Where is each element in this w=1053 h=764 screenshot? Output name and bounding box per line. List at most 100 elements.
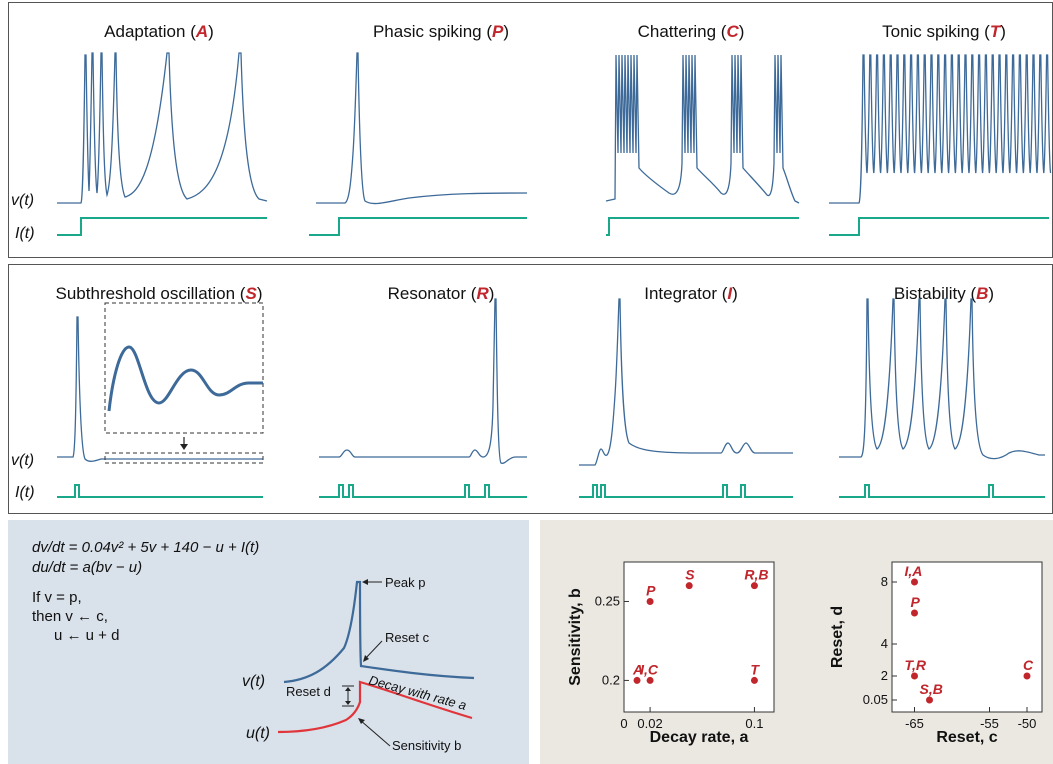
i-label-mid: I(t)	[15, 484, 35, 501]
equations-panel: dv/dt = 0.04v² + 5v + 140 − u + I(t) du/…	[8, 520, 529, 764]
plot-cd-ytick-1: 2	[881, 668, 888, 683]
reset-c-arrow-head	[363, 655, 369, 662]
plot-ab-ytick-0: 0.2	[602, 672, 620, 687]
parameter-space-panel: 0 0.02 0.1 0.2 0.25 A I,C P S R,B T Decay rate, a …	[540, 520, 1053, 764]
dynamics-diagram: v(t) u(t) Peak p Reset c Reset d Decay w…	[242, 575, 475, 753]
plot-cd-xtick-0: -65	[905, 716, 924, 731]
title-chattering: Chattering (C)	[638, 22, 745, 41]
current-integrator	[579, 484, 793, 498]
plot-ab-point-label-0: A	[632, 661, 643, 677]
top-panel: Adaptation (A) Phasic spiking (P) Chatte…	[8, 2, 1053, 258]
rule-if: If v = p,	[32, 589, 82, 606]
v-label-top: v(t)	[11, 192, 34, 209]
plot-cd-xlabel: Reset, c	[936, 729, 997, 746]
equation-dv: dv/dt = 0.04v² + 5v + 140 − u + I(t)	[32, 539, 260, 556]
plot-cd-point-2	[911, 672, 918, 680]
i-label-top: I(t)	[15, 225, 35, 242]
title-resonator: Resonator (R)	[388, 284, 495, 303]
reset-d-arrow-down	[345, 701, 351, 705]
current-subthreshold	[57, 484, 263, 498]
plot-cd-point-0	[911, 578, 918, 586]
plot-ab-point-2	[646, 597, 654, 605]
trace-chattering	[605, 54, 800, 204]
title-bistability: Bistability (B)	[894, 284, 994, 303]
v-curve	[283, 580, 475, 684]
v-label-mid: v(t)	[11, 452, 34, 469]
reset-d-arrow-up	[345, 687, 351, 691]
zoom-oscillation	[107, 345, 263, 412]
plot-cd-ytick-2: 4	[881, 636, 888, 651]
trace-phasic	[316, 52, 528, 205]
plot-ab-ylabel: Sensitivity, b	[567, 588, 584, 686]
plot-ab-point-1	[646, 676, 654, 684]
reset-d-label: Reset d	[286, 684, 331, 699]
plot-cd-point-1	[911, 609, 918, 617]
trace-adaptation	[57, 52, 268, 204]
u-curve	[277, 680, 473, 734]
plot-ab-point-0	[633, 676, 641, 684]
plot-ab-point-5	[750, 676, 758, 684]
plot-ab-point-4	[750, 582, 758, 590]
plot-ab-frame	[623, 561, 775, 713]
plot-ab-point-label-5: T	[750, 661, 760, 677]
sensitivity-arrow	[359, 719, 391, 747]
sensitivity-arrow-head	[358, 718, 365, 724]
plot-ab-xtick-2: 0.1	[745, 716, 763, 731]
zoom-arrow-head	[180, 444, 188, 450]
plot-ab-point-label-1: I,C	[640, 661, 659, 677]
title-phasic: Phasic spiking (P)	[373, 22, 509, 41]
trace-subthreshold	[57, 316, 263, 462]
diagram-v-label: v(t)	[242, 673, 265, 690]
reset-c-arrow	[363, 640, 383, 661]
plot-ab-point-label-3: S	[685, 567, 695, 583]
plot-cd-point-label-4: C	[1023, 657, 1034, 673]
plot-ab-point-label-4: R,B	[744, 567, 768, 583]
plot-ab-point-label-2: P	[646, 582, 656, 598]
rule-then-v: then v ← c,	[32, 608, 108, 625]
current-chattering	[606, 217, 799, 236]
title-subthreshold: Subthreshold oscillation (S)	[56, 284, 263, 303]
middle-panel: Subthreshold oscillation (S) Resonator (…	[8, 264, 1053, 514]
reset-c-label: Reset c	[385, 630, 430, 645]
title-tonic: Tonic spiking (T)	[882, 22, 1006, 41]
plot-cd-frame	[891, 561, 1043, 713]
trace-tonic	[829, 54, 1052, 204]
trace-integrator	[579, 298, 793, 466]
current-resonator	[319, 484, 527, 498]
plot-ab-xtick-1: 0.02	[637, 716, 662, 731]
plot-cd-point-label-0: I,A	[905, 563, 923, 579]
current-phasic	[309, 217, 527, 236]
plot-ab-xlabel: Decay rate, a	[650, 729, 749, 746]
sensitivity-label: Sensitivity b	[392, 738, 461, 753]
middle-panel-graphics: Subthreshold oscillation (S) Resonator (…	[11, 284, 1045, 501]
current-bistability	[839, 484, 1045, 498]
plot-cd-ylabel: Reset, d	[829, 606, 846, 668]
zoom-source-box	[104, 452, 264, 464]
plot-cd-point-4	[1023, 672, 1031, 680]
equation-du: du/dt = a(bv − u)	[32, 559, 143, 576]
plot-cd-ytick-0: 0.05	[863, 692, 888, 707]
title-adaptation: Adaptation (A)	[104, 22, 214, 41]
plot-cd-point-label-2: T,R	[905, 657, 927, 673]
plot-cd-point-label-1: P	[911, 594, 921, 610]
top-panel-graphics: Adaptation (A) Phasic spiking (P) Chatte…	[11, 22, 1052, 242]
peak-arrow-head	[362, 579, 368, 585]
plot-ab-xtick-0: 0	[620, 716, 627, 731]
plot-cd-ytick-3: 8	[881, 574, 888, 589]
title-integrator: Integrator (I)	[644, 284, 738, 303]
trace-bistability	[839, 298, 1045, 460]
current-adaptation	[57, 217, 267, 236]
plot-cd-xtick-1: -55	[980, 716, 999, 731]
diagram-u-label: u(t)	[246, 725, 270, 742]
zoom-box	[104, 302, 264, 434]
plot-ab: 0 0.02 0.1 0.2 0.25 AI,C P S R,B T	[595, 567, 769, 731]
peak-label: Peak p	[385, 575, 425, 590]
decay-label: Decay with rate a	[367, 672, 468, 712]
plot-ab-point-3	[685, 582, 693, 590]
plot-cd: -65 -55 -50 0.05 2 4 8 I,A P T,R S,B C	[863, 563, 1037, 731]
rule-then-u: u ← u + d	[54, 627, 120, 644]
plot-cd-point-label-3: S,B	[920, 681, 943, 697]
plot-ab-ytick-1: 0.25	[595, 593, 620, 608]
current-tonic	[829, 217, 1049, 236]
